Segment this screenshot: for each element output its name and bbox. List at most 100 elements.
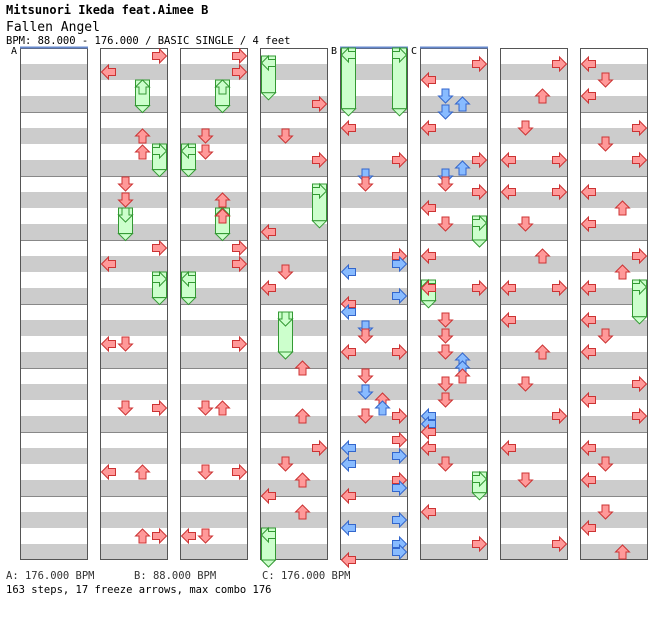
chart-column-6: [500, 48, 568, 560]
step-arrow-left: [580, 311, 596, 329]
step-arrow-right: [312, 151, 328, 169]
step-arrow-down: [197, 128, 214, 144]
step-arrow-left: [500, 439, 516, 457]
step-arrow-left: [420, 71, 436, 89]
step-arrow-left: [260, 487, 276, 505]
step-arrow-right: [232, 335, 248, 353]
step-arrow-up: [454, 368, 471, 384]
step-arrow-up: [134, 128, 151, 144]
step-arrow-right: [632, 247, 648, 265]
step-arrow-left: [340, 303, 356, 321]
chart-summary: 163 steps, 17 freeze arrows, max combo 1…: [6, 584, 272, 596]
step-arrow-up: [294, 408, 311, 424]
step-arrow-up: [454, 160, 471, 176]
step-arrow-right: [632, 407, 648, 425]
freeze-arrow: [340, 46, 357, 117]
bpm-legend-a: A: 176.000 BPM: [6, 570, 95, 582]
step-arrow-left: [340, 519, 356, 537]
step-arrow-right: [552, 55, 568, 73]
step-arrow-up: [294, 504, 311, 520]
step-arrow-right: [232, 463, 248, 481]
step-arrow-down: [277, 264, 294, 280]
step-arrow-right: [392, 511, 408, 529]
freeze-arrow: [214, 79, 231, 114]
step-arrow-left: [580, 87, 596, 105]
step-arrow-right: [312, 439, 328, 457]
step-arrow-left: [420, 423, 436, 441]
step-arrow-down: [357, 408, 374, 424]
step-arrow-down: [437, 392, 454, 408]
chart-column-5: [420, 48, 488, 560]
step-arrow-down: [437, 312, 454, 328]
chart-column-2: [180, 48, 248, 560]
step-arrow-up: [614, 544, 631, 560]
step-arrow-down: [437, 376, 454, 392]
step-arrow-down: [357, 176, 374, 192]
step-arrow-down: [597, 136, 614, 152]
step-arrow-right: [232, 255, 248, 273]
freeze-arrow: [117, 207, 134, 242]
step-arrow-left: [580, 215, 596, 233]
freeze-arrow: [180, 270, 197, 306]
segment-label-a: A: [11, 46, 18, 57]
step-arrow-right: [392, 407, 408, 425]
step-arrow-right: [552, 151, 568, 169]
step-arrow-right: [392, 343, 408, 361]
step-arrow-down: [597, 72, 614, 88]
freeze-arrow: [151, 270, 168, 306]
freeze-arrow: [180, 142, 197, 178]
step-arrow-right: [312, 95, 328, 113]
step-arrow-down: [437, 456, 454, 472]
step-arrow-left: [340, 119, 356, 137]
step-arrow-left: [420, 279, 436, 297]
step-arrow-down: [597, 328, 614, 344]
step-arrow-up: [214, 400, 231, 416]
step-arrow-left: [100, 463, 116, 481]
step-arrow-left: [420, 199, 436, 217]
chart-column-1: [100, 48, 168, 560]
step-arrow-down: [437, 88, 454, 104]
step-arrow-down: [117, 192, 134, 208]
freeze-arrow: [311, 182, 328, 229]
step-arrow-down: [357, 384, 374, 400]
step-arrow-left: [340, 487, 356, 505]
chart-info: BPM: 88.000 - 176.000 / BASIC SINGLE / 4…: [6, 35, 291, 47]
step-arrow-down: [357, 328, 374, 344]
song-artist: Mitsunori Ikeda feat.Aimee B: [6, 3, 209, 17]
step-arrow-down: [437, 328, 454, 344]
freeze-arrow: [151, 142, 168, 178]
step-arrow-right: [472, 535, 488, 553]
step-arrow-left: [420, 247, 436, 265]
step-arrow-left: [340, 343, 356, 361]
step-arrow-left: [580, 55, 596, 73]
step-arrow-left: [580, 391, 596, 409]
freeze-arrow: [260, 54, 277, 101]
step-arrow-left: [580, 519, 596, 537]
step-arrow-down: [197, 400, 214, 416]
step-arrow-right: [632, 375, 648, 393]
step-arrow-down: [277, 456, 294, 472]
step-arrow-left: [340, 551, 356, 569]
step-arrow-left: [580, 279, 596, 297]
step-arrow-left: [260, 223, 276, 241]
step-arrow-down: [437, 216, 454, 232]
step-arrow-left: [100, 335, 116, 353]
step-arrow-up: [534, 248, 551, 264]
step-arrow-right: [232, 47, 248, 65]
step-arrow-up: [294, 360, 311, 376]
step-arrow-left: [100, 255, 116, 273]
step-arrow-up: [374, 400, 391, 416]
step-arrow-down: [117, 336, 134, 352]
step-arrow-right: [152, 239, 168, 257]
step-arrow-right: [392, 255, 408, 273]
step-arrow-left: [500, 311, 516, 329]
step-arrow-right: [392, 543, 408, 561]
step-arrow-down: [117, 176, 134, 192]
step-arrow-right: [152, 527, 168, 545]
step-arrow-left: [420, 119, 436, 137]
chart-column-0: [20, 48, 88, 560]
bpm-legend-b: B: 88.000 BPM: [134, 570, 217, 582]
step-arrow-right: [152, 47, 168, 65]
step-arrow-right: [392, 431, 408, 449]
step-arrow-right: [472, 151, 488, 169]
